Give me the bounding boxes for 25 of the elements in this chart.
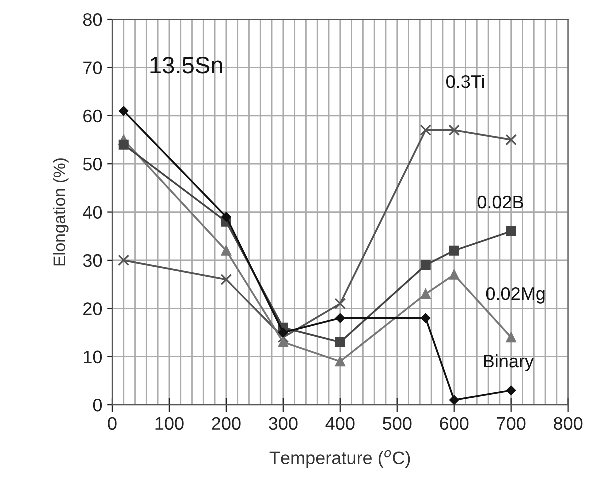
x-tick-label: 600 (440, 417, 469, 430)
x-tick-label: 400 (326, 417, 355, 430)
series-label: Binary (484, 354, 534, 372)
x-tick-label: 500 (383, 417, 412, 430)
text: 0.3Ti (446, 74, 484, 88)
y-tick-label: 80 (83, 13, 102, 26)
y-tick-label: 30 (83, 254, 102, 268)
y-tick-label: 50 (83, 158, 102, 171)
y-tick-label: 0 (93, 398, 102, 412)
y-axis-title: Elongation (%) (53, 158, 69, 266)
x-tick-label: 700 (497, 417, 526, 430)
x-tick-label: 100 (156, 417, 184, 430)
x-tick-label: 200 (212, 417, 241, 430)
y-tick-label: 60 (84, 110, 102, 123)
x-tick-label: 800 (554, 417, 583, 430)
annotation: 13.5Sn (150, 57, 222, 74)
y-tick-label: 20 (84, 302, 102, 316)
x-axis-title: Temperature ($^{o}$C) (270, 450, 410, 468)
series-label: 0.02B (478, 196, 524, 209)
x-tick-label: 0 (108, 417, 117, 430)
y-tick-label: 70 (84, 62, 102, 74)
x-tick-label: 300 (269, 417, 298, 430)
y-tick-label: 40 (83, 206, 102, 219)
y-tick-label: 10 (84, 350, 102, 364)
series-label: 0.02Mg (486, 287, 545, 304)
